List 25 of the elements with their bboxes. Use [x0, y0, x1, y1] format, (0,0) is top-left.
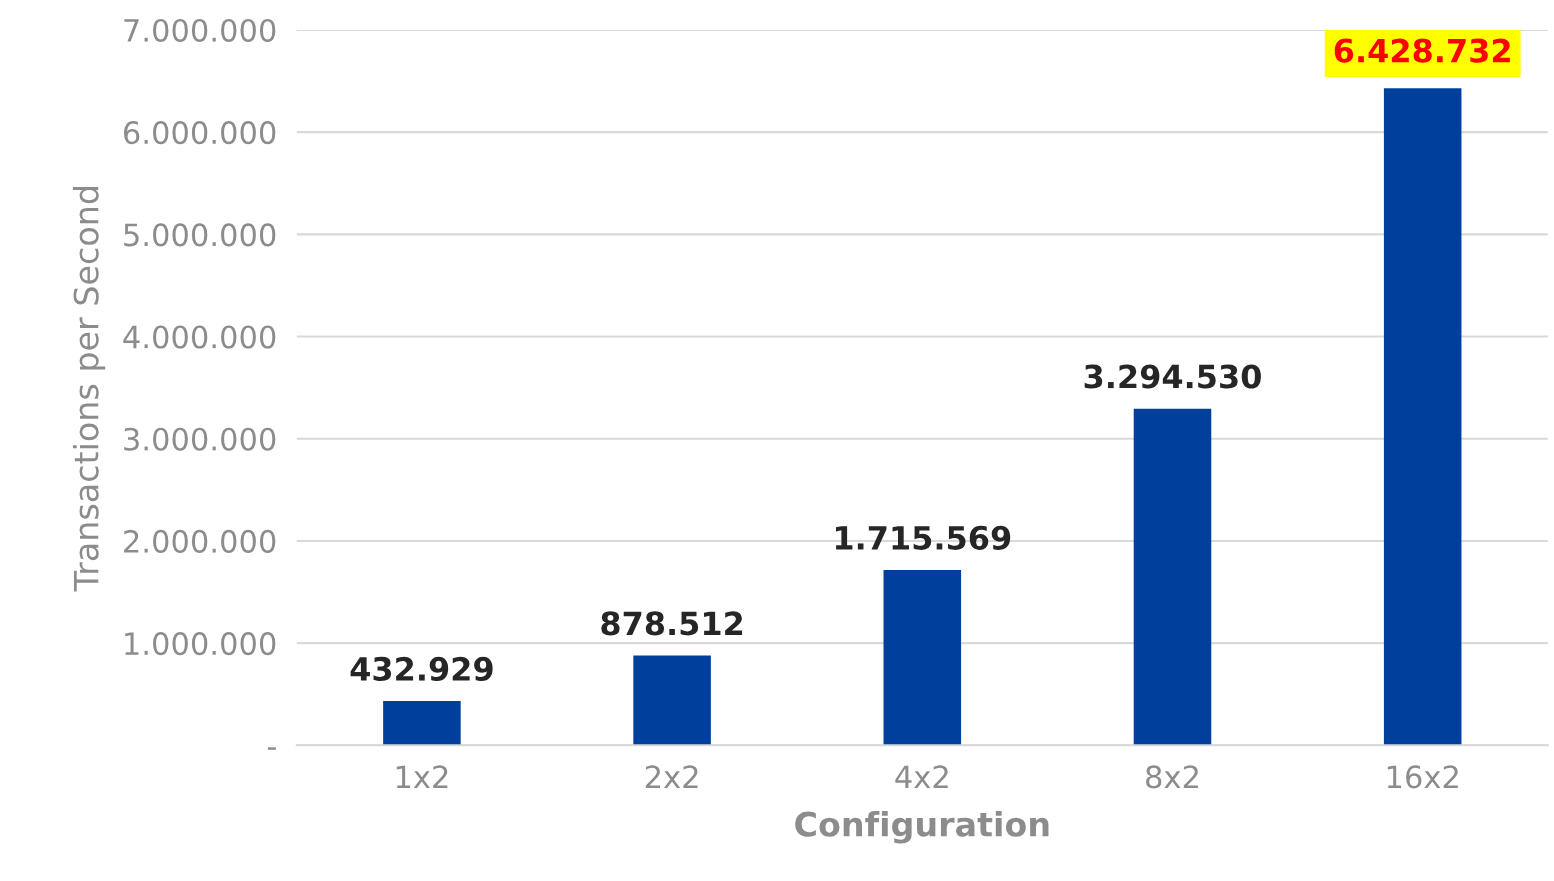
bar [883, 570, 962, 746]
y-axis-title: Transactions per Second [72, 187, 106, 592]
x-axis-title: Configuration [795, 811, 1049, 844]
y-tick-label: 2.000.000 [124, 529, 276, 553]
bar [1133, 408, 1212, 746]
x-tick-label: 1x2 [396, 765, 448, 788]
y-tick-label: 3.000.000 [124, 427, 276, 451]
bar [633, 655, 711, 746]
x-tick-label: 8x2 [1146, 765, 1198, 789]
y-tick-label: - [267, 747, 276, 750]
bar [1383, 88, 1462, 746]
x-tick-label: 2x2 [645, 765, 698, 788]
x-tick-label: 16x2 [1387, 765, 1458, 789]
y-tick-label: 4.000.000 [123, 325, 276, 349]
y-tick-label: 7.000.000 [124, 18, 276, 42]
x-tick-label: 4x2 [895, 765, 948, 788]
data-label: 1.715.569 [835, 525, 1011, 550]
data-label: 432.929 [350, 656, 493, 681]
y-tick-label: 1.000.000 [125, 632, 276, 656]
data-label: 6.428.732 [1334, 38, 1510, 63]
data-label: 878.512 [601, 611, 743, 636]
data-label: 3.294.530 [1084, 364, 1261, 389]
bar [383, 701, 461, 746]
y-tick-label: 5.000.000 [124, 223, 276, 247]
y-tick-label: 6.000.000 [123, 121, 276, 145]
